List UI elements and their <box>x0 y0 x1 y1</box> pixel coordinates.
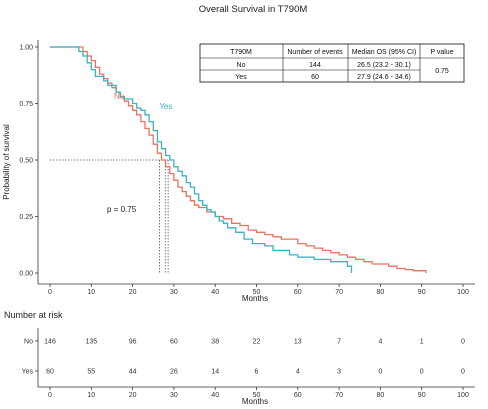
x-tick-label: 100 <box>457 289 469 296</box>
risk-x-tick-label: 40 <box>211 392 219 399</box>
x-tick-label: 90 <box>418 289 426 296</box>
y-tick-label: 0.00 <box>19 271 33 278</box>
risk-row-label-no: No <box>24 339 33 346</box>
risk-count: 1 <box>420 339 424 346</box>
stats-row-yes-group: Yes <box>235 74 247 81</box>
y-tick-label: 0.50 <box>19 158 33 165</box>
stats-row-no-events: 144 <box>309 62 321 69</box>
risk-x-axis-ticks: 0 10 20 30 40 50 60 70 80 90 100 <box>48 387 469 399</box>
x-tick-label: 0 <box>48 289 52 296</box>
risk-count: 60 <box>170 339 178 346</box>
y-tick-label: 0.25 <box>19 214 33 221</box>
x-axis-ticks: 0 10 20 30 40 50 60 70 80 90 100 <box>48 284 469 296</box>
risk-count: 4 <box>378 339 382 346</box>
stats-row-no-group: No <box>237 62 246 69</box>
x-tick-label: 10 <box>87 289 95 296</box>
p-value-annotation: p = 0.75 <box>107 205 137 214</box>
stats-table: T790M Number of events Median OS (95% CI… <box>199 43 465 83</box>
risk-count: 60 <box>46 369 54 376</box>
risk-count: 96 <box>129 339 137 346</box>
risk-x-tick-label: 100 <box>457 392 469 399</box>
risk-count: 55 <box>87 369 95 376</box>
x-tick-label: 20 <box>129 289 137 296</box>
risk-count: 135 <box>85 339 97 346</box>
y-axis-title: Probability of survival <box>2 124 11 200</box>
risk-count: 22 <box>253 339 261 346</box>
risk-row-label-yes: Yes <box>22 369 34 376</box>
median-guide-lines <box>50 159 169 273</box>
risk-count: 6 <box>255 369 259 376</box>
risk-x-tick-label: 0 <box>48 392 52 399</box>
x-tick-label: 80 <box>377 289 385 296</box>
risk-x-tick-label: 80 <box>377 392 385 399</box>
risk-x-tick-label: 70 <box>335 392 343 399</box>
curve-labels: No Yes <box>114 92 172 111</box>
x-axis-title: Months <box>242 294 268 303</box>
risk-count: 44 <box>129 369 137 376</box>
risk-count: 38 <box>211 339 219 346</box>
risk-x-tick-label: 50 <box>253 392 261 399</box>
risk-count: 0 <box>461 369 465 376</box>
x-tick-label: 60 <box>294 289 302 296</box>
risk-x-tick-label: 10 <box>87 392 95 399</box>
y-tick-label: 0.75 <box>19 101 33 108</box>
curve-label-yes: Yes <box>159 102 172 111</box>
risk-count: 26 <box>170 369 178 376</box>
risk-x-axis-title: Months <box>242 397 268 406</box>
stats-row-no-median: 26.5 (23.2 - 30.1) <box>357 62 411 69</box>
x-tick-label: 50 <box>253 289 261 296</box>
y-tick-label: 1.00 <box>19 45 33 52</box>
risk-x-tick-label: 20 <box>129 392 137 399</box>
risk-count: 0 <box>378 369 382 376</box>
y-axis-ticks: 0.00 0.25 0.50 0.75 1.00 <box>19 45 38 278</box>
stats-row-yes-events: 60 <box>311 74 319 81</box>
risk-count: 3 <box>337 369 341 376</box>
risk-count: 0 <box>461 339 465 346</box>
chart-title: Overall Survival in T790M <box>199 4 308 15</box>
x-tick-label: 40 <box>211 289 219 296</box>
risk-count: 4 <box>296 369 300 376</box>
risk-count: 0 <box>420 369 424 376</box>
risk-x-tick-label: 60 <box>294 392 302 399</box>
survival-curve-yes <box>50 46 353 273</box>
stats-pvalue: 0.75 <box>435 68 449 75</box>
stats-header-group: T790M <box>230 49 252 56</box>
risk-count: 146 <box>44 339 56 346</box>
risk-x-tick-label: 30 <box>170 392 178 399</box>
stats-header-events: Number of events <box>287 49 343 56</box>
survival-curves <box>50 46 427 273</box>
risk-x-tick-label: 90 <box>418 392 426 399</box>
x-tick-label: 70 <box>335 289 343 296</box>
risk-count: 14 <box>211 369 219 376</box>
risk-count: 13 <box>294 339 302 346</box>
stats-row-yes-median: 27.9 (24.6 - 34.6) <box>357 74 411 81</box>
risk-table-title: Number at risk <box>4 310 63 320</box>
risk-count: 7 <box>337 339 341 346</box>
stats-header-median: Median OS (95% CI) <box>352 49 417 56</box>
x-tick-label: 30 <box>170 289 178 296</box>
stats-header-pvalue: P value <box>430 49 453 56</box>
curve-label-no: No <box>114 92 125 101</box>
